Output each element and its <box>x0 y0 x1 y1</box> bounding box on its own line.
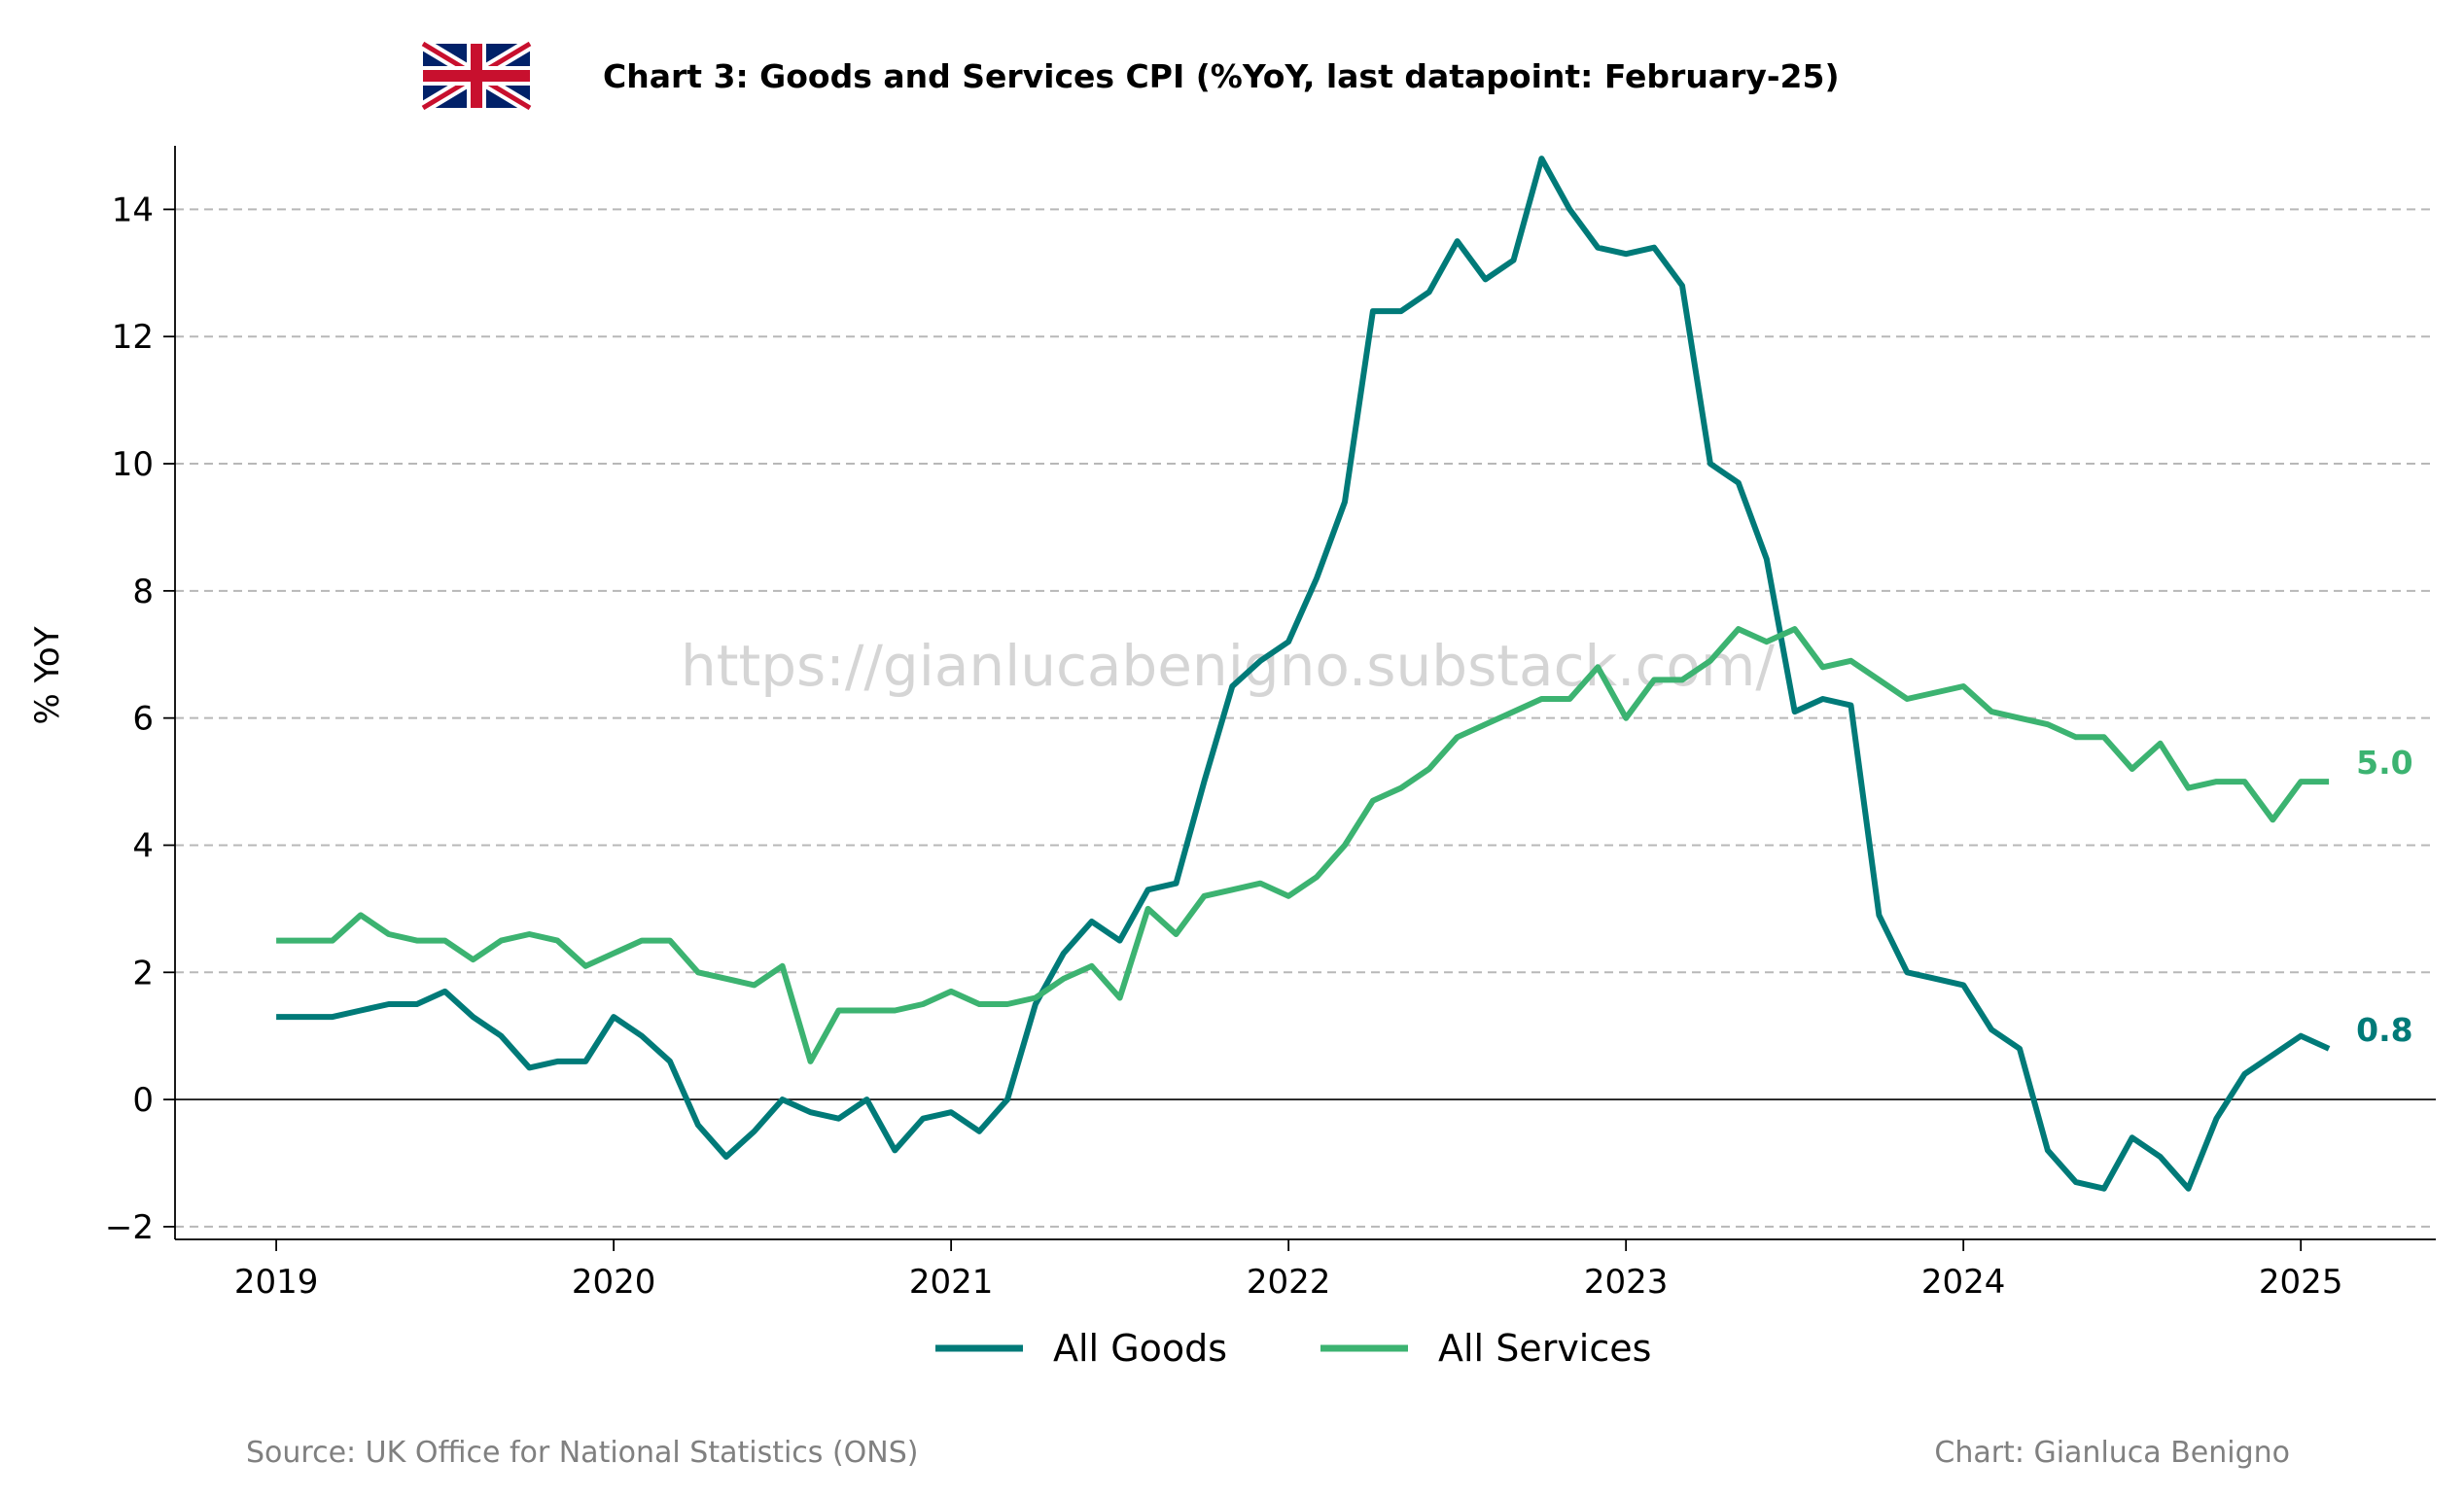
y-tick-label: 0 <box>132 1081 154 1120</box>
y-tick-label: 4 <box>132 826 154 865</box>
x-tick-label: 2021 <box>909 1263 994 1302</box>
x-tick-label: 2019 <box>234 1263 319 1302</box>
legend: All Goods All Services <box>935 1327 1651 1370</box>
x-tick-label: 2022 <box>1247 1263 1331 1302</box>
end-label-all-goods: 0.8 <box>2356 1011 2412 1049</box>
x-axis-ticks: 2019 2020 2021 2022 2023 2024 2025 <box>234 1239 2343 1302</box>
y-axis-ticks: −2 0 2 4 6 8 10 12 14 <box>105 191 175 1247</box>
chart-credit: Chart: Gianluca Benigno <box>1934 1436 2290 1470</box>
gridlines <box>175 208 2436 1228</box>
y-tick-label: 14 <box>112 191 154 229</box>
x-tick-label: 2025 <box>2259 1263 2343 1302</box>
y-axis-label: % YoY <box>28 626 67 724</box>
y-tick-label: 8 <box>132 573 154 611</box>
y-tick-label: 2 <box>132 954 154 992</box>
uk-flag-icon <box>419 38 534 114</box>
y-tick-label: 10 <box>112 445 154 484</box>
series-line-all-goods <box>276 156 2331 1192</box>
y-tick-label: 6 <box>132 700 154 739</box>
watermark: https://gianlucabenigno.substack.com/ <box>681 633 1775 699</box>
x-tick-label: 2024 <box>1921 1263 2006 1302</box>
y-tick-label: −2 <box>105 1208 154 1247</box>
chart-title: Chart 3: Goods and Services CPI (%YoY, l… <box>603 57 1840 95</box>
y-tick-label: 12 <box>112 318 154 357</box>
source-note: Source: UK Office for National Statistic… <box>246 1436 918 1470</box>
x-tick-label: 2020 <box>572 1263 656 1302</box>
end-label-all-services: 5.0 <box>2356 744 2412 782</box>
legend-label-all-goods: All Goods <box>1053 1327 1227 1370</box>
series-line-all-services <box>276 626 2330 1064</box>
x-tick-label: 2023 <box>1584 1263 1669 1302</box>
legend-label-all-services: All Services <box>1438 1327 1651 1370</box>
